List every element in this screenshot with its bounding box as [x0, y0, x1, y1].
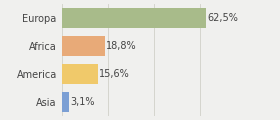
Bar [62, 92, 69, 112]
Bar [62, 64, 98, 84]
Bar [62, 36, 105, 56]
Text: 18,8%: 18,8% [106, 41, 137, 51]
Text: 62,5%: 62,5% [207, 13, 238, 23]
Text: 15,6%: 15,6% [99, 69, 130, 79]
Text: 3,1%: 3,1% [70, 97, 94, 107]
Bar [62, 8, 206, 28]
